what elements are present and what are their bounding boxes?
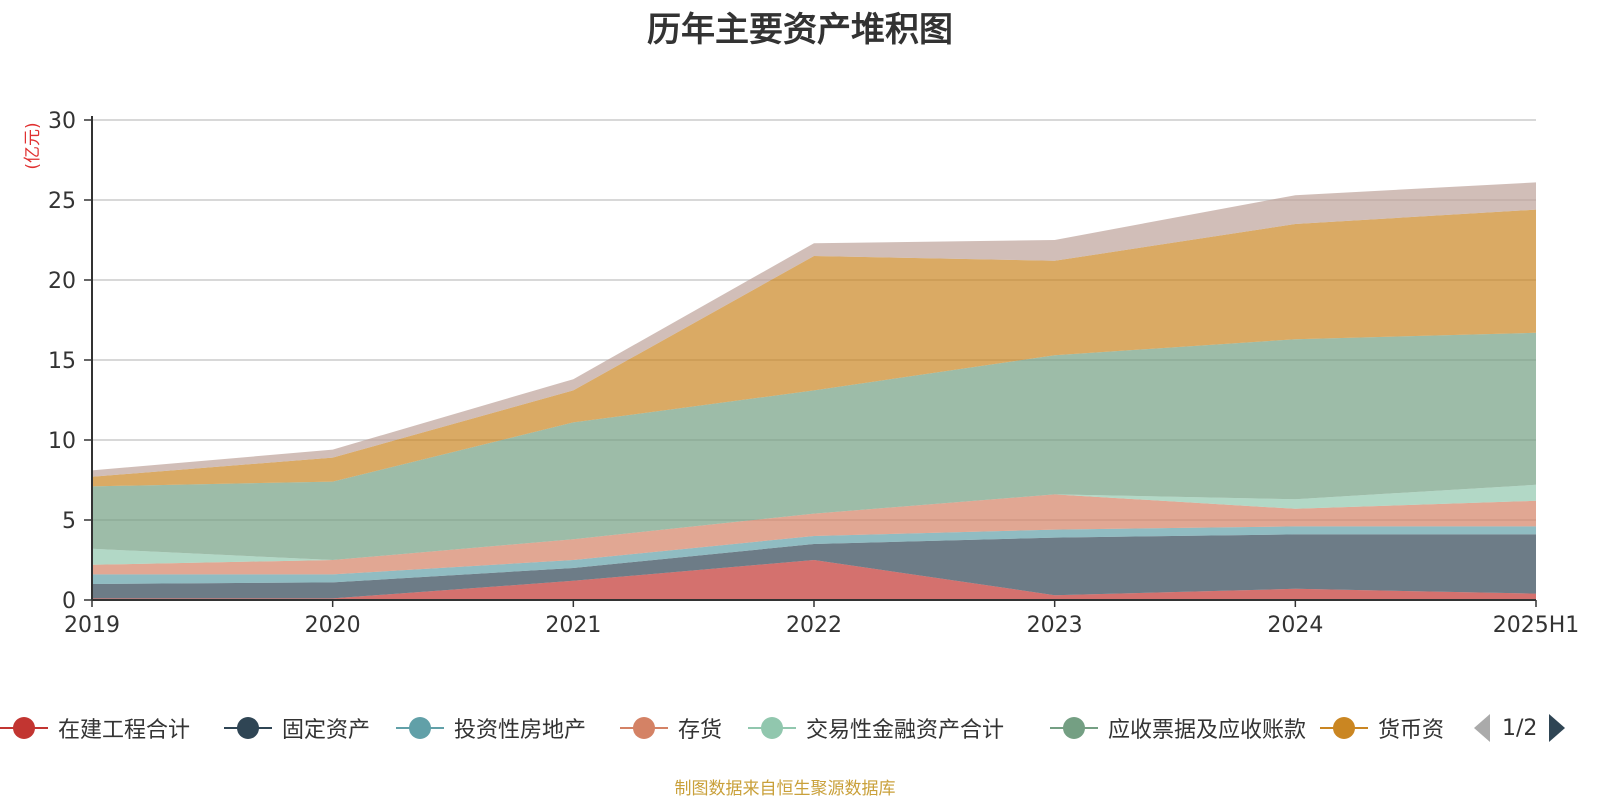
chart-title: 历年主要资产堆积图 <box>647 10 953 50</box>
x-tick-label: 2023 <box>1027 613 1083 638</box>
y-tick-label: 20 <box>48 269 76 294</box>
legend-label: 交易性金融资产合计 <box>806 718 1005 743</box>
area-series-应收票据及应收账款 <box>92 332 1536 560</box>
legend-marker-icon <box>748 716 796 740</box>
pager-next-icon[interactable] <box>1549 714 1566 742</box>
legend-label: 在建工程合计 <box>58 718 191 743</box>
y-tick-label: 0 <box>62 589 76 614</box>
legend-marker-icon <box>1320 716 1368 740</box>
y-tick-label: 30 <box>48 109 76 134</box>
legend-label: 货币资 <box>1378 718 1445 743</box>
source-note: 制图数据来自恒生聚源数据库 <box>674 779 896 799</box>
y-tick-label: 10 <box>48 429 76 454</box>
legend-item[interactable]: 投资性房地产 <box>396 710 586 746</box>
pager-text: 1/2 <box>1502 715 1538 741</box>
x-tick-label: 2019 <box>64 613 120 638</box>
stacked-area-chart: 0 5 10 15 20 25 30 2019 2020 2021 2022 2023 2024 2025… <box>23 109 1579 638</box>
legend-marker-icon <box>396 716 444 740</box>
legend-label: 投资性房地产 <box>454 718 587 743</box>
pager-prev-icon[interactable] <box>1474 714 1490 742</box>
legend-marker-icon <box>620 716 668 740</box>
legend-label: 固定资产 <box>282 718 371 743</box>
x-tick-label: 2021 <box>545 613 601 638</box>
x-tick-label: 2020 <box>305 613 361 638</box>
area-series-存货 <box>92 494 1536 575</box>
area-series-其他 <box>92 182 1536 477</box>
area-series <box>92 182 1536 600</box>
x-tick-label: 2022 <box>786 613 842 638</box>
legend-item[interactable]: 交易性金融资产合计 <box>748 710 1004 746</box>
axes: 0 5 10 15 20 25 30 2019 2020 2021 2022 2023 2024 2025… <box>48 109 1579 638</box>
area-series-交易性金融资产合计 <box>92 484 1536 565</box>
legend-item[interactable]: 应收票据及应收账款 <box>1050 710 1306 746</box>
legend-pager: 1/2 <box>1474 714 1566 742</box>
legend-item[interactable]: 在建工程合计 <box>0 710 190 746</box>
area-series-投资性房地产 <box>92 526 1536 584</box>
legend-label: 存货 <box>678 718 723 743</box>
x-tick-label: 2024 <box>1267 613 1323 638</box>
area-series-固定资产 <box>92 534 1536 599</box>
y-tick-label: 15 <box>48 349 76 374</box>
legend-label: 应收票据及应收账款 <box>1108 718 1307 743</box>
area-series-在建工程合计 <box>92 560 1536 600</box>
legend-item[interactable]: 固定资产 <box>224 710 370 746</box>
y-axis-unit-label: (亿元) <box>23 122 43 169</box>
area-series-货币资金 <box>92 209 1536 487</box>
legend-marker-icon <box>0 716 48 740</box>
legend-marker-icon <box>224 716 272 740</box>
y-tick-label: 5 <box>62 509 76 534</box>
y-tick-label: 25 <box>48 189 76 214</box>
legend-item[interactable]: 货币资 <box>1320 710 1444 746</box>
legend-marker-icon <box>1050 716 1098 740</box>
x-tick-label: 2025H1 <box>1493 613 1580 638</box>
legend: 在建工程合计 固定资产 投资性房地产 存货 交易性金融资产合计 应收票据及应收账款 货币资 <box>0 710 1600 750</box>
legend-item[interactable]: 存货 <box>620 710 722 746</box>
